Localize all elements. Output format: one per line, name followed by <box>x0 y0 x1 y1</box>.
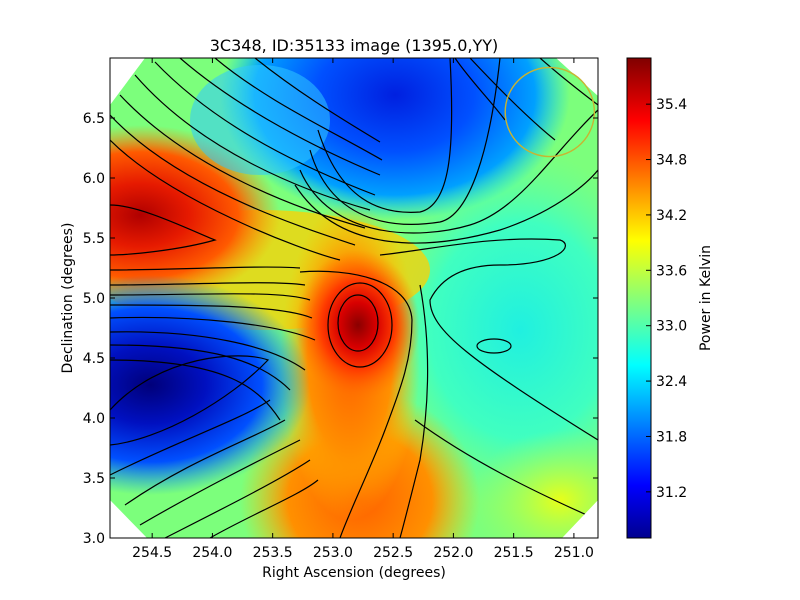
y-tick-label: 3.5 <box>83 471 105 487</box>
colorbar-tick-label: 34.2 <box>656 208 687 224</box>
colorbar-label: Power in Kelvin <box>698 245 714 351</box>
x-axis: 254.5 254.0 253.5 253.0 252.5 252.0 251.5 251.0 <box>132 58 594 561</box>
colorbar <box>626 57 652 539</box>
y-tick-label: 6.5 <box>83 111 105 127</box>
y-axis-label: Declination (degrees) <box>60 223 76 374</box>
colorbar-tick-label: 34.8 <box>656 153 687 169</box>
x-tick-label: 252.5 <box>373 545 413 561</box>
colorbar-tick-label: 33.0 <box>656 319 687 335</box>
colorbar-axis: 31.2 31.8 32.4 33.0 33.6 34.2 34.8 35.4 <box>646 97 687 501</box>
x-tick-label: 253.0 <box>313 545 353 561</box>
heatmap-field <box>110 58 598 538</box>
x-tick-label: 254.0 <box>192 545 232 561</box>
y-tick-label: 4.0 <box>83 411 105 427</box>
x-axis-label: Right Ascension (degrees) <box>262 565 446 581</box>
y-tick-label: 6.0 <box>83 171 105 187</box>
chart-title: 3C348, ID:35133 image (1395.0,YY) <box>210 36 499 55</box>
x-tick-label: 253.5 <box>253 545 293 561</box>
x-tick-label: 251.0 <box>554 545 594 561</box>
hot-region-left <box>110 125 280 305</box>
x-tick-label: 254.5 <box>132 545 172 561</box>
colorbar-tick-label: 33.6 <box>656 263 687 279</box>
hot-region-center <box>296 250 420 400</box>
colorbar-tick-label: 32.4 <box>656 374 687 390</box>
x-tick-label: 251.5 <box>494 545 534 561</box>
beam-marker <box>504 66 596 158</box>
y-tick-label: 3.0 <box>83 531 105 547</box>
cold-region-left <box>110 275 310 495</box>
yellow-region-bottom-right <box>470 430 598 538</box>
y-tick-label: 5.0 <box>83 291 105 307</box>
colorbar-tick-label: 31.8 <box>656 429 687 445</box>
y-axis: 3.0 3.5 4.0 4.5 5.0 5.5 6.0 6.5 <box>83 111 598 547</box>
y-tick-label: 4.5 <box>83 351 105 367</box>
cyan-region-right <box>370 150 598 510</box>
colorbar-tick-label: 35.4 <box>656 97 687 113</box>
y-tick-label: 5.5 <box>83 231 105 247</box>
colorbar-tick-label: 31.2 <box>656 485 687 501</box>
contour-lines <box>110 58 598 538</box>
x-tick-label: 252.0 <box>433 545 473 561</box>
